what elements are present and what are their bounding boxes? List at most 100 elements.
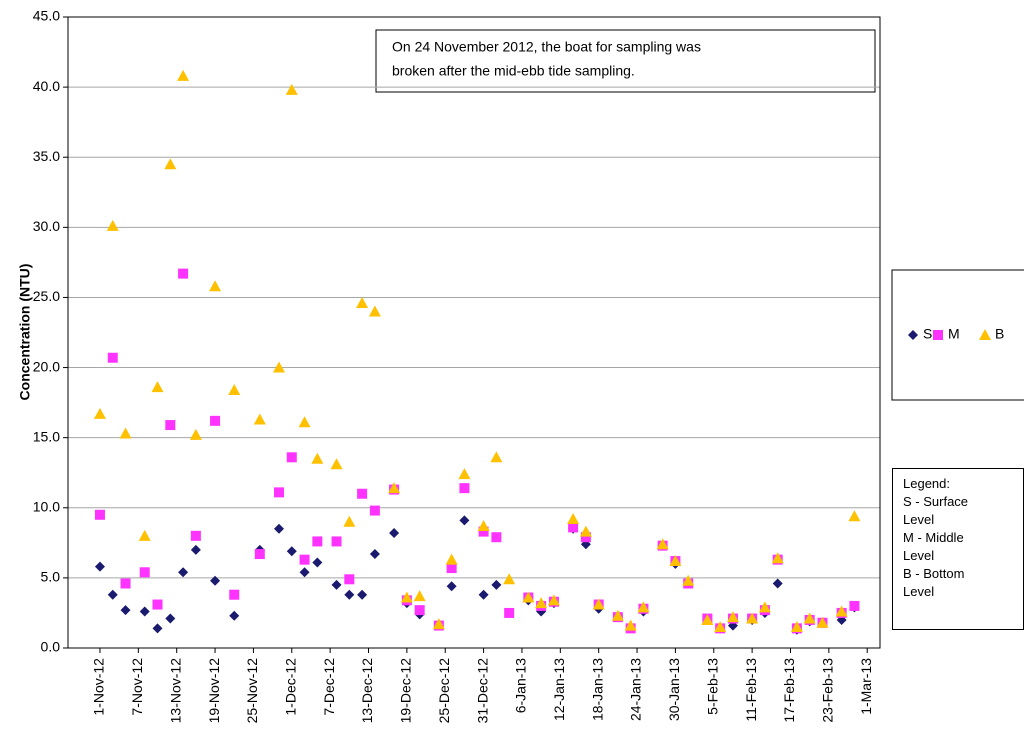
y-tick-label: 5.0 xyxy=(41,569,61,585)
y-tick-label: 0.0 xyxy=(41,639,61,655)
legend-note: B - Bottom Level xyxy=(903,566,965,599)
marker-triangle xyxy=(848,510,861,522)
plot-frame xyxy=(67,16,881,649)
x-tick-label: 12-Jan-13 xyxy=(551,658,567,721)
y-tick-label: 30.0 xyxy=(33,218,60,234)
marker-diamond xyxy=(94,561,105,572)
marker-triangle xyxy=(835,605,848,617)
marker-triangle xyxy=(458,468,471,480)
marker-triangle xyxy=(701,613,714,625)
x-tick-label: 13-Dec-12 xyxy=(359,658,375,724)
x-tick-label: 5-Feb-13 xyxy=(704,658,720,715)
marker-square xyxy=(459,483,470,494)
y-tick-label: 20.0 xyxy=(33,358,60,374)
x-tick-label: 1-Dec-12 xyxy=(282,658,298,716)
marker-square xyxy=(344,574,355,585)
marker-triangle xyxy=(253,413,266,425)
marker-triangle xyxy=(682,574,695,586)
y-tick-label: 45.0 xyxy=(33,8,60,24)
marker-triangle xyxy=(432,618,445,630)
marker-square xyxy=(478,526,489,537)
legend-note: S - Surface Level xyxy=(903,494,969,527)
y-tick-label: 10.0 xyxy=(33,498,60,514)
marker-diamond xyxy=(286,546,297,557)
x-tick-label: 19-Nov-12 xyxy=(206,658,222,724)
marker-square xyxy=(273,487,284,498)
marker-triangle xyxy=(547,594,560,606)
marker-square xyxy=(849,600,860,611)
y-tick-label: 35.0 xyxy=(33,148,60,164)
x-tick-label: 13-Nov-12 xyxy=(167,658,183,724)
marker-diamond xyxy=(772,578,783,589)
marker-diamond xyxy=(120,605,131,616)
marker-diamond xyxy=(357,589,368,600)
x-tick-label: 25-Nov-12 xyxy=(244,658,260,724)
marker-diamond xyxy=(190,544,201,555)
marker-diamond xyxy=(389,528,400,539)
y-tick-label: 25.0 xyxy=(33,288,60,304)
marker-triangle xyxy=(567,512,580,524)
marker-diamond xyxy=(312,557,323,568)
marker-triangle xyxy=(726,611,739,623)
marker-square xyxy=(286,452,297,463)
x-tick-label: 23-Feb-13 xyxy=(820,658,836,723)
marker-triangle xyxy=(771,552,784,564)
annotation-box xyxy=(375,29,876,93)
marker-triangle xyxy=(656,538,669,550)
marker-triangle xyxy=(637,601,650,613)
marker-triangle xyxy=(119,427,132,439)
marker-triangle xyxy=(579,525,592,537)
y-tick-label: 40.0 xyxy=(33,78,60,94)
marker-square xyxy=(933,330,943,340)
marker-square xyxy=(178,268,189,279)
marker-square xyxy=(357,488,368,499)
x-tick-label: 1-Nov-12 xyxy=(91,658,107,716)
marker-square xyxy=(491,532,502,543)
marker-triangle xyxy=(368,305,381,317)
marker-square xyxy=(165,420,176,431)
marker-diamond xyxy=(478,589,489,600)
marker-diamond xyxy=(229,610,240,621)
marker-triangle xyxy=(803,612,816,624)
marker-square xyxy=(229,589,240,600)
marker-triangle xyxy=(624,619,637,631)
marker-square xyxy=(254,549,265,560)
marker-triangle xyxy=(669,555,682,567)
marker-square xyxy=(299,554,310,565)
marker-triangle xyxy=(151,381,164,393)
marker-diamond xyxy=(344,589,355,600)
marker-triangle xyxy=(445,553,458,565)
marker-triangle xyxy=(592,598,605,610)
legend-label: B xyxy=(995,326,1004,342)
marker-triangle xyxy=(356,297,369,309)
marker-triangle xyxy=(177,69,190,81)
marker-diamond xyxy=(152,623,163,634)
marker-square xyxy=(446,563,457,574)
marker-diamond xyxy=(446,581,457,592)
marker-square xyxy=(152,599,163,610)
marker-square xyxy=(369,505,380,516)
marker-triangle xyxy=(164,158,177,170)
marker-triangle xyxy=(746,612,759,624)
marker-diamond xyxy=(491,579,502,590)
x-tick-label: 7-Dec-12 xyxy=(321,658,337,716)
annotation-text: On 24 November 2012, the boat for sampli… xyxy=(392,39,701,55)
marker-square xyxy=(414,605,425,616)
marker-square xyxy=(331,536,342,547)
annotation-text: broken after the mid-ebb tide sampling. xyxy=(392,63,635,79)
x-tick-label: 25-Dec-12 xyxy=(436,658,452,724)
marker-square xyxy=(568,522,579,533)
x-tick-label: 30-Jan-13 xyxy=(666,658,682,721)
marker-triangle xyxy=(535,597,548,609)
legend-note: Legend: xyxy=(903,476,950,491)
marker-triangle xyxy=(490,451,503,463)
marker-diamond xyxy=(178,567,189,578)
marker-triangle xyxy=(228,383,241,395)
marker-square xyxy=(580,532,591,543)
marker-diamond xyxy=(299,567,310,578)
marker-square xyxy=(139,567,150,578)
marker-triangle xyxy=(816,616,829,628)
legend-note: M - Middle Level xyxy=(903,530,964,563)
